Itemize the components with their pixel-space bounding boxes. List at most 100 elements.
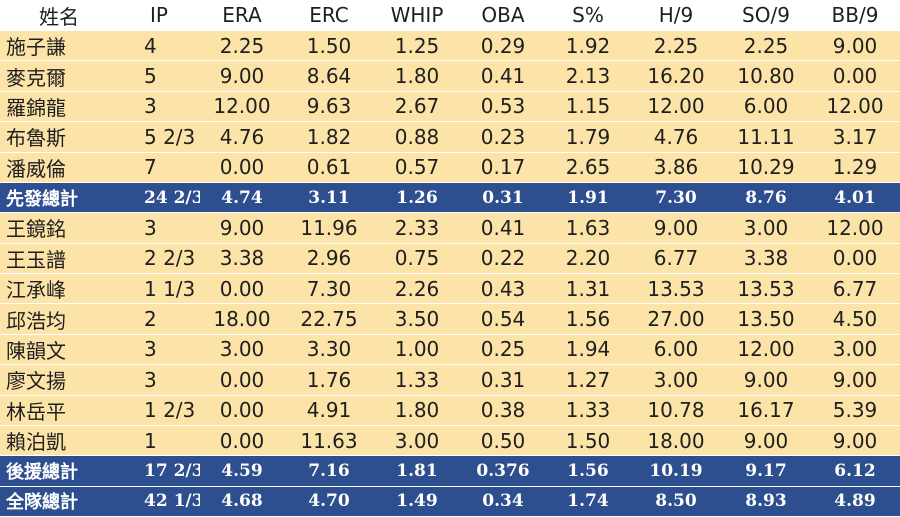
player-name: 麥克爾 bbox=[0, 60, 118, 92]
stat-cell: 3.00 bbox=[810, 334, 900, 366]
stat-cell: 27.00 bbox=[630, 303, 722, 335]
stat-cell: 0.25 bbox=[460, 334, 546, 366]
stat-cell: 1.15 bbox=[546, 91, 630, 123]
total-label: 先發總計 bbox=[0, 182, 118, 214]
player-name: 王玉譜 bbox=[0, 243, 118, 275]
stat-cell: 0.00 bbox=[810, 243, 900, 275]
stat-cell: 1.82 bbox=[284, 121, 374, 153]
stat-cell: 1.81 bbox=[374, 455, 460, 487]
stat-cell: 3.00 bbox=[200, 334, 284, 366]
stat-cell: 3.11 bbox=[284, 182, 374, 214]
table-body: 施子謙 4 2.25 1.50 1.25 0.29 1.92 2.25 2.25 9.00 麥克爾 5… bbox=[0, 30, 900, 517]
player-row: 布魯斯 5 2/3 4.76 1.82 0.88 0.23 1.79 4.76 11.11 3.1… bbox=[0, 121, 900, 153]
stat-cell: 5 2/3 bbox=[118, 121, 200, 153]
stat-cell: 0.00 bbox=[200, 395, 284, 426]
stat-cell: 8.50 bbox=[630, 486, 722, 517]
stat-cell: 1.76 bbox=[284, 364, 374, 396]
stat-cell: 2.13 bbox=[546, 60, 630, 92]
stat-cell: 4.68 bbox=[200, 486, 284, 517]
stat-cell: 12.00 bbox=[722, 334, 810, 366]
total-label: 後援總計 bbox=[0, 455, 118, 487]
stat-cell: 1.80 bbox=[374, 395, 460, 426]
stat-cell: 0.17 bbox=[460, 152, 546, 183]
stat-cell: 0.376 bbox=[460, 455, 546, 487]
stat-cell: 3.00 bbox=[374, 425, 460, 457]
stat-cell: 6.00 bbox=[722, 91, 810, 123]
stat-cell: 6.77 bbox=[630, 243, 722, 275]
stat-cell: 1 bbox=[118, 425, 200, 457]
column-header: S% bbox=[546, 0, 630, 31]
stat-cell: 3.00 bbox=[630, 364, 722, 396]
player-name: 陳韻文 bbox=[0, 334, 118, 366]
stat-cell: 16.20 bbox=[630, 60, 722, 92]
stat-cell: 11.96 bbox=[284, 212, 374, 244]
stat-cell: 1 2/3 bbox=[118, 395, 200, 426]
stat-cell: 9.00 bbox=[722, 425, 810, 457]
column-header: H/9 bbox=[630, 0, 722, 31]
stat-cell: 1.92 bbox=[546, 30, 630, 62]
stat-cell: 3 bbox=[118, 364, 200, 396]
stat-cell: 5.39 bbox=[810, 395, 900, 426]
stat-cell: 2.25 bbox=[722, 30, 810, 62]
stat-cell: 8.76 bbox=[722, 182, 810, 214]
stat-cell: 1.74 bbox=[546, 486, 630, 517]
stat-cell: 7.30 bbox=[284, 273, 374, 305]
player-row: 江承峰 1 1/3 0.00 7.30 2.26 0.43 1.31 13.53 13.53 6.… bbox=[0, 273, 900, 305]
player-name: 布魯斯 bbox=[0, 121, 118, 153]
stat-cell: 9.00 bbox=[810, 30, 900, 62]
stat-cell: 12.00 bbox=[810, 212, 900, 244]
player-row: 林岳平 1 2/3 0.00 4.91 1.80 0.38 1.33 10.78 16.17 5.… bbox=[0, 395, 900, 426]
player-row: 羅錦龍 3 12.00 9.63 2.67 0.53 1.15 12.00 6.00 12.00 bbox=[0, 91, 900, 123]
stat-cell: 9.17 bbox=[722, 455, 810, 487]
stat-cell: 8.93 bbox=[722, 486, 810, 517]
stat-cell: 7.30 bbox=[630, 182, 722, 214]
stat-cell: 10.78 bbox=[630, 395, 722, 426]
stat-cell: 16.17 bbox=[722, 395, 810, 426]
stat-cell: 1.63 bbox=[546, 212, 630, 244]
stat-cell: 0.22 bbox=[460, 243, 546, 275]
stat-cell: 4.89 bbox=[810, 486, 900, 517]
stat-cell: 1.31 bbox=[546, 273, 630, 305]
stat-cell: 2.25 bbox=[200, 30, 284, 62]
stat-cell: 1.26 bbox=[374, 182, 460, 214]
stat-cell: 1.79 bbox=[546, 121, 630, 153]
stat-cell: 0.75 bbox=[374, 243, 460, 275]
stat-cell: 2.67 bbox=[374, 91, 460, 123]
stat-cell: 4 bbox=[118, 30, 200, 62]
stat-cell: 10.19 bbox=[630, 455, 722, 487]
player-row: 邱浩均 2 18.00 22.75 3.50 0.54 1.56 27.00 13.50 4.50 bbox=[0, 303, 900, 335]
player-name: 潘威倫 bbox=[0, 152, 118, 183]
stat-cell: 1.00 bbox=[374, 334, 460, 366]
column-header: ERC bbox=[284, 0, 374, 31]
stat-cell: 8.64 bbox=[284, 60, 374, 92]
stat-cell: 10.29 bbox=[722, 152, 810, 183]
stat-cell: 18.00 bbox=[630, 425, 722, 457]
stat-cell: 9.00 bbox=[200, 212, 284, 244]
stat-cell: 1.80 bbox=[374, 60, 460, 92]
player-name: 廖文揚 bbox=[0, 364, 118, 396]
column-header: BB/9 bbox=[810, 0, 900, 31]
stat-cell: 11.11 bbox=[722, 121, 810, 153]
player-name: 江承峰 bbox=[0, 273, 118, 305]
stat-cell: 2 bbox=[118, 303, 200, 335]
stat-cell: 3.38 bbox=[200, 243, 284, 275]
stat-cell: 0.61 bbox=[284, 152, 374, 183]
stat-cell: 2.33 bbox=[374, 212, 460, 244]
stat-cell: 0.88 bbox=[374, 121, 460, 153]
stat-cell: 3.38 bbox=[722, 243, 810, 275]
stat-cell: 0.00 bbox=[810, 60, 900, 92]
stat-cell: 1.50 bbox=[546, 425, 630, 457]
total-label: 全隊總計 bbox=[0, 486, 118, 517]
player-row: 陳韻文 3 3.00 3.30 1.00 0.25 1.94 6.00 12.00 3.00 bbox=[0, 334, 900, 366]
stat-cell: 10.80 bbox=[722, 60, 810, 92]
stat-cell: 0.50 bbox=[460, 425, 546, 457]
player-row: 廖文揚 3 0.00 1.76 1.33 0.31 1.27 3.00 9.00 9.00 bbox=[0, 364, 900, 396]
column-header: WHIP bbox=[374, 0, 460, 31]
stat-cell: 3 bbox=[118, 334, 200, 366]
stat-cell: 0.57 bbox=[374, 152, 460, 183]
stat-cell: 3.00 bbox=[722, 212, 810, 244]
stat-cell: 2.96 bbox=[284, 243, 374, 275]
stat-cell: 6.77 bbox=[810, 273, 900, 305]
stat-cell: 2.20 bbox=[546, 243, 630, 275]
